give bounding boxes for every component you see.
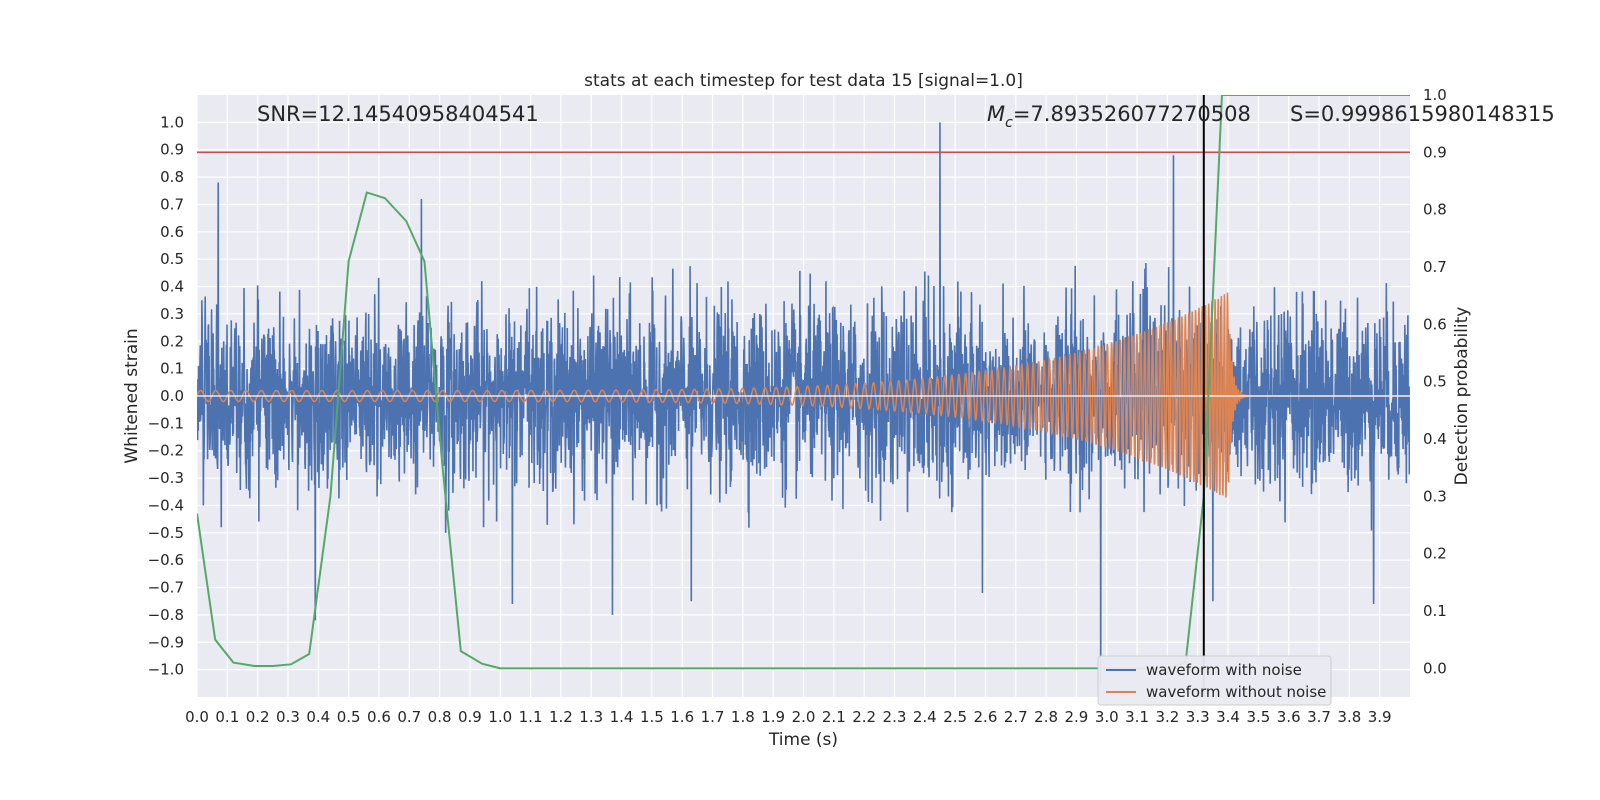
y-tick-label: −1.0 [148,661,184,679]
legend-label: waveform without noise [1146,683,1326,701]
x-tick-label: 3.1 [1125,708,1149,726]
legend: waveform with noise waveform without nois… [1097,655,1332,706]
annotation-chirp-mass: Mc=7.893526077270508 [987,102,1251,131]
y2-tick-label: 0.3 [1423,487,1447,505]
y2-tick-label: 0.7 [1423,258,1447,276]
x-tick-label: 3.3 [1186,708,1210,726]
x-tick-label: 0.2 [246,708,270,726]
series-detection-probability [197,95,1410,670]
annotation-snr: SNR=12.14540958404541 [257,102,539,126]
y-tick-label: 0.0 [160,387,184,405]
x-tick-label: 1.3 [579,708,603,726]
x-tick-label: 2.1 [822,708,846,726]
x-tick-label: 0.6 [367,708,391,726]
y-tick-label: 1.0 [160,113,184,131]
y2-tick-label: 0.8 [1423,201,1447,219]
x-tick-label: 3.4 [1216,708,1240,726]
annotation-mc-subscript: c [1005,115,1013,131]
x-tick-label: 1.0 [488,708,512,726]
x-tick-label: 2.9 [1064,708,1088,726]
y-tick-label: 0.7 [160,195,184,213]
x-ticks: 0.0 0.1 0.2 0.3 0.4 0.5 0.6 0.7 0.8 0.9 1.0 1.1 1.2 1… [185,708,1392,726]
x-tick-label: 1.8 [731,708,755,726]
y-tick-label: 0.3 [160,305,184,323]
x-tick-label: 0.7 [397,708,421,726]
y2-tick-label: 0.0 [1423,659,1447,677]
y-tick-label: −0.7 [148,579,184,597]
annotation-mc-symbol: M [987,102,1005,126]
y-axis-label: Whitened strain [122,328,142,463]
x-tick-label: 1.2 [549,708,573,726]
y-tick-label: −0.2 [148,442,184,460]
x-tick-label: 1.6 [670,708,694,726]
y-tick-label: −0.4 [148,496,184,514]
x-tick-label: 2.8 [1034,708,1058,726]
x-axis-label: Time (s) [768,730,838,750]
y-tick-label: 0.8 [160,168,184,186]
x-tick-label: 2.6 [974,708,998,726]
x-tick-label: 3.7 [1307,708,1331,726]
y-tick-label: −0.6 [148,551,184,569]
y2-tick-label: 0.2 [1423,545,1447,563]
x-tick-label: 0.1 [215,708,239,726]
series-waveform-without-noise [197,292,1410,498]
x-tick-label: 0.4 [306,708,330,726]
x-tick-label: 0.3 [276,708,300,726]
y-tick-label: −0.5 [148,524,184,542]
x-tick-label: 3.8 [1337,708,1361,726]
x-tick-label: 1.9 [761,708,785,726]
x-tick-label: 3.5 [1246,708,1270,726]
x-tick-label: 2.3 [883,708,907,726]
x-tick-label: 2.4 [913,708,937,726]
y2-tick-label: 0.6 [1423,315,1447,333]
chart-title: stats at each timestep for test data 15 … [584,71,1023,91]
y-tick-label: 0.6 [160,223,184,241]
annotation-score: S=0.9998615980148315 [1290,102,1555,126]
x-tick-label: 2.0 [792,708,816,726]
y-tick-label: 0.5 [160,250,184,268]
x-tick-label: 3.9 [1368,708,1392,726]
x-tick-label: 3.2 [1155,708,1179,726]
y-tick-label: −0.3 [148,469,184,487]
y2-tick-label: 0.9 [1423,143,1447,161]
y-tick-label: −0.1 [148,414,184,432]
y-tick-label: −0.8 [148,606,184,624]
x-tick-label: 0.8 [428,708,452,726]
x-tick-label: 2.7 [1004,708,1028,726]
x-tick-label: 2.2 [852,708,876,726]
y-tick-label: −0.9 [148,633,184,651]
y2-tick-label: 1.0 [1423,86,1447,104]
y-tick-label: 0.9 [160,141,184,159]
y-tick-label: 0.2 [160,332,184,350]
x-tick-label: 1.7 [701,708,725,726]
y2-tick-label: 0.4 [1423,430,1447,448]
annotation-mc-value: =7.893526077270508 [1013,102,1251,126]
series-layer [197,95,1410,697]
x-tick-label: 0.9 [458,708,482,726]
x-tick-label: 3.0 [1095,708,1119,726]
y-tick-label: 0.1 [160,360,184,378]
y2-axis-label: Detection probability [1452,307,1472,486]
legend-box [1097,655,1332,706]
y2-ticks: 1.0 0.9 0.8 0.7 0.6 0.5 0.4 0.3 0.2 0.1 0.0 [1423,86,1447,677]
x-tick-label: 0.5 [337,708,361,726]
x-tick-label: 0.0 [185,708,209,726]
x-tick-label: 2.5 [943,708,967,726]
x-tick-label: 1.4 [610,708,634,726]
x-tick-label: 1.1 [519,708,543,726]
y2-tick-label: 0.1 [1423,602,1447,620]
x-tick-label: 3.6 [1277,708,1301,726]
legend-label: waveform with noise [1146,661,1302,679]
y-tick-label: 0.4 [160,278,184,296]
y2-tick-label: 0.5 [1423,373,1447,391]
x-tick-label: 1.5 [640,708,664,726]
y-ticks: 1.0 0.9 0.8 0.7 0.6 0.5 0.4 0.3 0.2 0.1 0.0 −0.1 −0.… [148,113,184,678]
